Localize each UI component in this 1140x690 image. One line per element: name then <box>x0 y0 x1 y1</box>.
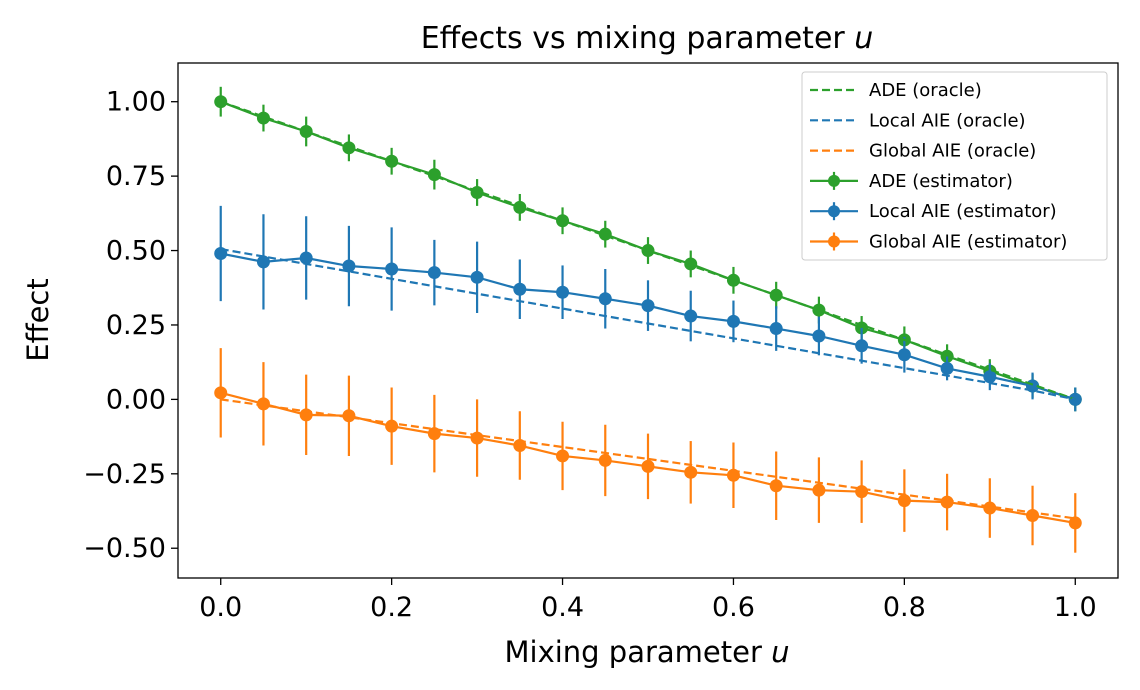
data-point <box>513 282 527 296</box>
legend-swatch-marker <box>828 205 840 218</box>
data-point <box>769 479 783 493</box>
legend-label: Global AIE (estimator) <box>869 232 1067 253</box>
data-point <box>897 494 911 508</box>
data-point <box>1068 516 1082 530</box>
data-point <box>641 459 655 473</box>
legend-entry-ade-oracle: ADE (oracle) <box>810 80 982 101</box>
legend-box <box>801 71 1108 261</box>
data-point <box>598 292 612 306</box>
legend-entry-local-aie-oracle: Local AIE (oracle) <box>810 110 1026 131</box>
data-point <box>214 95 228 109</box>
y-tick-label: 0.50 <box>106 236 166 267</box>
series-line-ade-oracle <box>220 100 1076 401</box>
data-point <box>641 244 655 258</box>
x-tick-label: 0.8 <box>883 592 926 623</box>
legend-label: Local AIE (estimator) <box>869 201 1057 222</box>
data-point <box>1068 392 1082 406</box>
x-tick-label: 0.2 <box>370 592 413 623</box>
legend: ADE (oracle) Local AIE (oracle) Global AIE… <box>801 71 1108 261</box>
data-point <box>1026 508 1040 522</box>
series-line-local-aie-oracle <box>220 247 1076 401</box>
data-point <box>940 361 954 375</box>
y-tick-label: −0.50 <box>83 533 166 564</box>
data-point <box>983 501 997 515</box>
x-tick-label: 0.6 <box>712 592 755 623</box>
chart-title: Effects vs mixing parameter u <box>421 21 874 56</box>
data-point <box>641 299 655 313</box>
data-point <box>342 259 356 273</box>
x-axis: 0.0 0.2 0.4 0.6 0.8 1.0 <box>199 578 1097 623</box>
x-tick-label: 0.0 <box>199 592 242 623</box>
data-point <box>983 370 997 384</box>
legend-entry-ade-estimator: ADE (estimator) <box>810 171 1013 192</box>
data-point <box>299 251 313 265</box>
legend-entry-global-aie-estimator: Global AIE (estimator) <box>810 232 1067 253</box>
series-local-aie-estimator <box>214 205 1082 412</box>
legend-swatch-marker <box>828 174 840 187</box>
data-point <box>256 397 270 411</box>
plot-frame <box>177 62 1119 579</box>
legend-entry-local-aie-estimator: Local AIE (estimator) <box>810 201 1057 222</box>
data-point <box>427 266 441 280</box>
series-local-aie-oracle <box>220 247 1076 401</box>
data-point <box>812 303 826 317</box>
data-point <box>385 262 399 276</box>
legend-label: ADE (estimator) <box>869 171 1013 192</box>
y-tick-label: −0.25 <box>83 459 166 490</box>
legend-entry-global-aie-oracle: Global AIE (oracle) <box>810 141 1036 162</box>
series-global-aie-estimator <box>214 348 1082 553</box>
series-ade-oracle <box>220 100 1076 401</box>
y-tick-label: 0.75 <box>106 161 166 192</box>
legend-label: Local AIE (oracle) <box>869 110 1026 131</box>
x-axis-label: Mixing parameter u <box>504 635 789 669</box>
y-axis: 1.00 0.75 0.50 0.25 0.00 −0.25 −0.50 <box>83 87 178 564</box>
data-point <box>342 409 356 423</box>
y-axis-label: Effect <box>21 278 55 361</box>
data-point <box>684 309 698 323</box>
data-point <box>556 285 570 299</box>
data-point <box>598 453 612 467</box>
data-point <box>214 386 228 400</box>
data-point <box>897 348 911 362</box>
y-tick-label: 0.00 <box>106 384 166 415</box>
data-point <box>342 141 356 155</box>
data-point <box>256 255 270 269</box>
data-point <box>812 483 826 497</box>
plot-marks <box>214 86 1082 553</box>
legend-swatch-marker <box>828 235 840 248</box>
data-point <box>940 495 954 509</box>
data-point <box>556 449 570 463</box>
y-tick-label: 0.25 <box>106 310 166 341</box>
data-point <box>684 465 698 479</box>
data-point <box>812 329 826 343</box>
x-tick-label: 0.4 <box>541 592 584 623</box>
data-point <box>726 314 740 328</box>
legend-label: ADE (oracle) <box>869 80 982 101</box>
x-tick-label: 1.0 <box>1054 592 1097 623</box>
legend-label: Global AIE (oracle) <box>869 141 1036 162</box>
data-point <box>385 419 399 433</box>
y-tick-label: 1.00 <box>106 87 166 118</box>
data-point <box>470 270 484 284</box>
data-point <box>855 339 869 353</box>
data-point <box>940 349 954 363</box>
data-point <box>769 322 783 336</box>
data-point <box>684 257 698 271</box>
data-point <box>513 200 527 214</box>
